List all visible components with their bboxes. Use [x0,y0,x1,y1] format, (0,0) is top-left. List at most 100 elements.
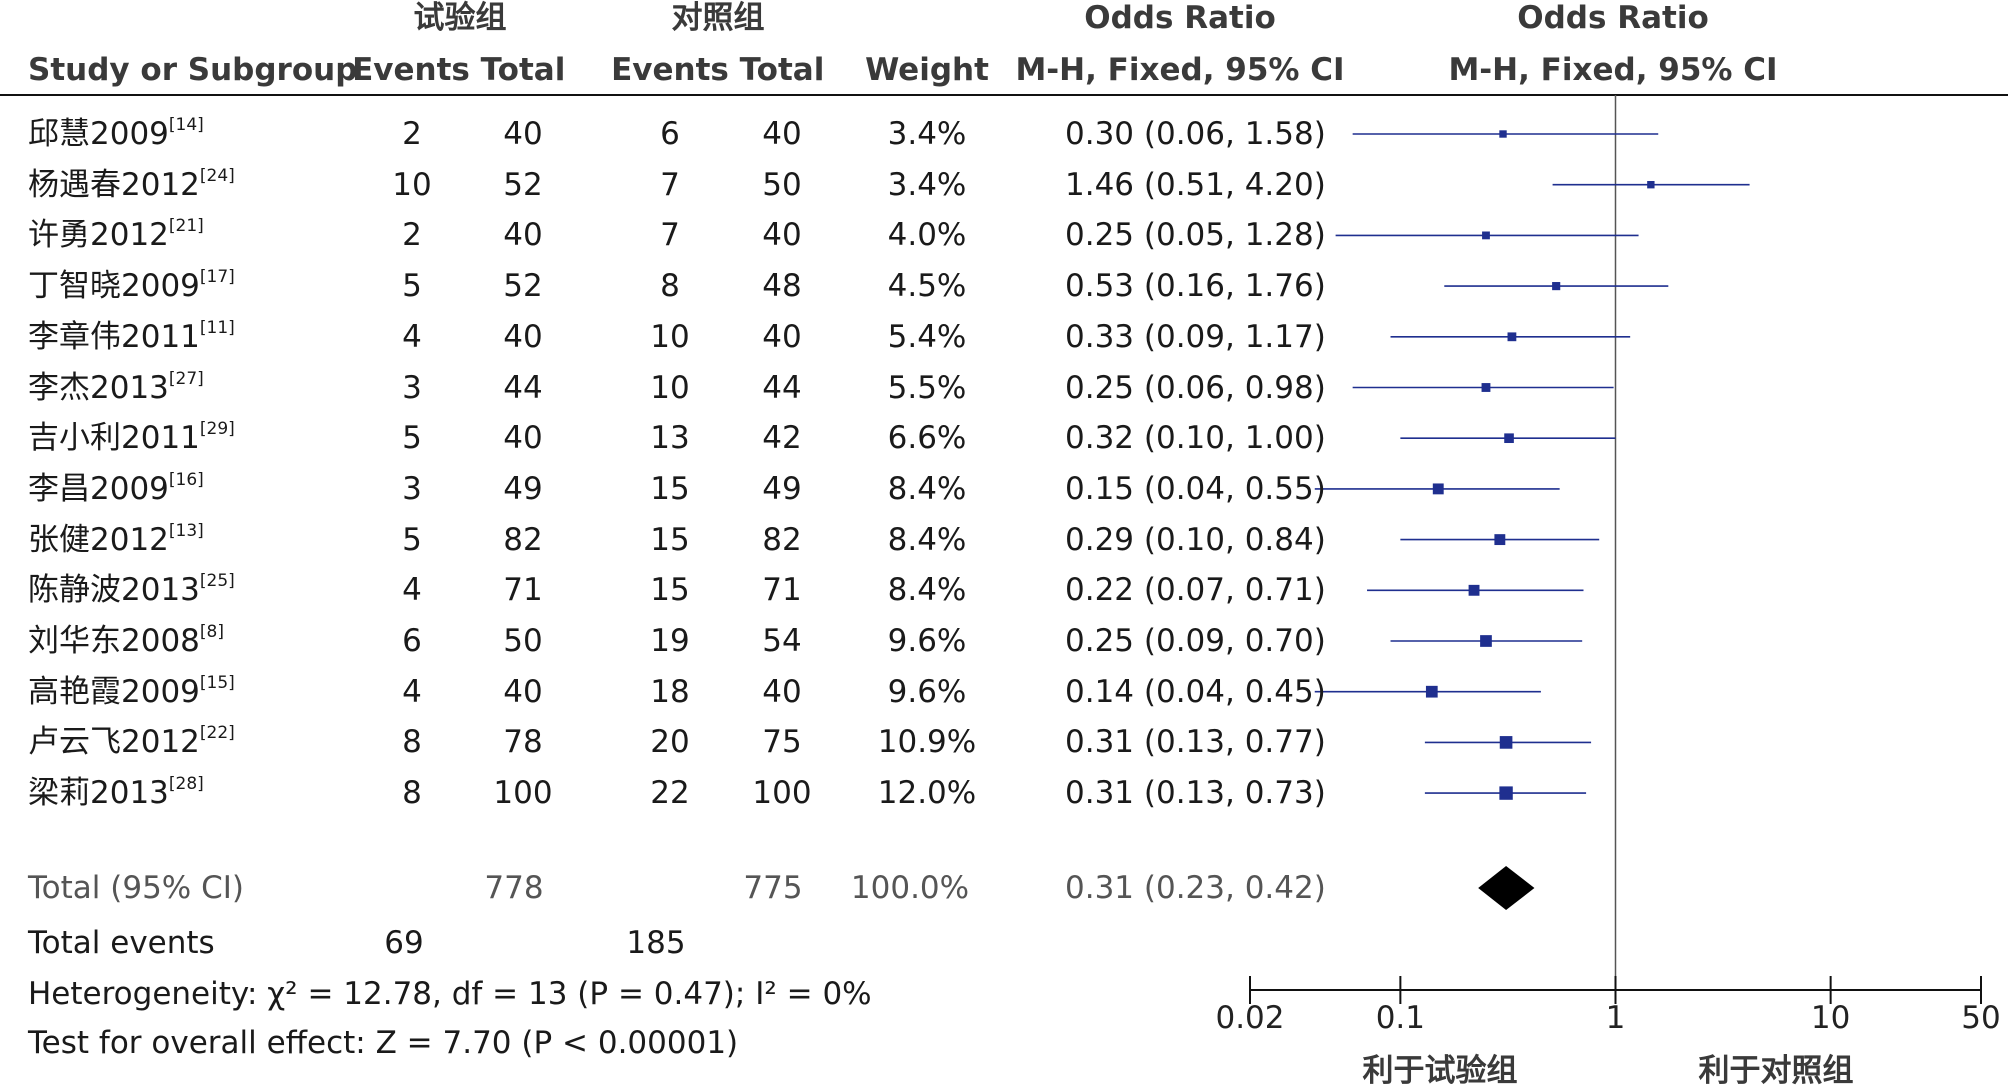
study-weight: 6.6% [887,420,967,457]
study-exp-total: 40 [503,420,543,457]
study-ctl-total: 49 [762,470,802,507]
study-exp-total: 40 [503,318,543,355]
study-exp-total: 52 [503,268,543,305]
study-weight: 8.4% [887,572,967,609]
point-estimate-marker [1647,181,1655,189]
study-name: 杨遇春2012[24] [28,167,235,203]
header-events: Events [352,52,470,88]
study-name-text: 刘华东2008 [28,623,200,659]
point-estimate-marker [1504,433,1514,444]
study-name: 高艳霞2009[15] [28,674,235,710]
study-reference: [13] [168,520,204,541]
study-name-text: 张健2012 [28,521,169,558]
study-name: 梁莉2013[28] [28,775,204,811]
study-ctl-events: 19 [650,623,690,659]
total-label: Total (95% CI) [28,870,244,906]
study-ctl-total: 50 [762,166,802,203]
study-name-text: 陈静波2013 [28,572,200,609]
study-ctl-total: 71 [762,572,802,609]
study-exp-total: 71 [503,572,543,609]
study-ci: 0.30 (0.06, 1.58) [1065,116,1326,152]
study-name-text: 吉小利2011 [28,420,200,457]
study-name: 陈静波2013[25] [28,572,235,608]
study-name-text: 邱慧2009 [28,116,169,152]
study-reference: [27] [168,368,204,389]
header-total-control: Total [739,52,825,88]
study-ctl-total: 100 [752,775,812,812]
study-ctl-events: 8 [660,268,680,305]
study-reference: [28] [168,774,204,795]
heterogeneity-text: Heterogeneity: χ² = 12.78, df = 13 (P = … [28,976,872,1012]
point-estimate-marker [1552,282,1561,291]
study-name-text: 卢云飞2012 [28,724,200,761]
x-tick-label: 10 [1810,1000,1851,1036]
study-weight: 8.4% [887,521,967,558]
study-name-text: 杨遇春2012 [28,166,200,203]
study-ctl-events: 15 [650,521,690,558]
point-estimate-marker [1499,786,1513,800]
study-reference: [14] [168,115,204,135]
study-reference: [17] [199,267,235,288]
study-ctl-events: 22 [650,775,690,812]
study-name: 丁智晓2009[17] [28,268,235,304]
study-ctl-total: 82 [762,521,802,558]
x-tick-label: 50 [1961,1000,2001,1036]
study-weight: 8.4% [887,470,967,507]
study-ctl-events: 20 [650,724,690,761]
study-ci: 0.25 (0.05, 1.28) [1065,217,1326,254]
study-reference: [16] [168,469,204,490]
study-ctl-total: 40 [762,673,802,710]
study-name-text: 许勇2012 [28,217,169,254]
point-estimate-marker [1468,584,1480,596]
study-name: 吉小利2011[29] [28,420,235,456]
study-ctl-total: 40 [762,116,802,152]
x-tick-label: 1 [1605,1000,1626,1036]
study-reference: [11] [199,317,235,338]
study-exp-events: 4 [402,318,422,355]
x-tick-label: 0.1 [1375,1000,1426,1036]
total-events-experimental: 69 [384,925,424,961]
header-events-control: Events [611,52,729,88]
study-exp-events: 5 [402,420,422,457]
study-name: 卢云飞2012[22] [28,724,235,760]
header-odds-ratio: Odds Ratio [1084,0,1276,36]
study-exp-events: 4 [402,572,422,609]
study-exp-events: 3 [402,369,422,406]
study-exp-events: 6 [402,623,422,659]
point-estimate-marker [1425,685,1438,698]
study-ci: 0.29 (0.10, 0.84) [1065,521,1326,558]
study-exp-events: 8 [402,775,422,812]
study-weight: 4.0% [887,217,967,254]
favours-control-label: 利于对照组 [1698,1053,1854,1089]
study-reference: [24] [199,165,235,186]
overall-effect-text: Test for overall effect: Z = 7.70 (P < 0… [28,1025,739,1061]
study-weight: 10.9% [877,724,977,761]
study-ctl-total: 54 [762,623,802,659]
study-ctl-events: 7 [660,166,680,203]
study-weight: 5.5% [887,369,967,406]
study-exp-total: 50 [503,623,543,659]
total-ci: 0.31 (0.23, 0.42) [1065,870,1326,906]
header-total: Total [480,52,566,88]
study-ctl-events: 7 [660,217,680,254]
study-exp-total: 40 [503,217,543,254]
study-ctl-total: 42 [762,420,802,457]
study-ci: 0.25 (0.09, 0.70) [1065,623,1326,659]
study-ctl-total: 40 [762,318,802,355]
study-weight: 9.6% [887,673,967,710]
study-exp-events: 2 [402,116,422,152]
study-ctl-total: 48 [762,268,802,305]
study-name-text: 梁莉2013 [28,775,169,812]
study-exp-total: 100 [493,775,553,812]
study-exp-total: 44 [503,369,543,406]
study-ci: 0.22 (0.07, 0.71) [1065,572,1326,609]
study-ci: 0.53 (0.16, 1.76) [1065,268,1326,305]
study-name: 张健2012[13] [28,522,204,558]
study-name: 邱慧2009[14] [28,116,204,152]
study-exp-total: 49 [503,470,543,507]
header-study: Study or Subgroup [28,52,358,88]
point-estimate-marker [1481,383,1491,392]
study-ctl-total: 44 [762,369,802,406]
total-weight: 100.0% [850,870,970,906]
